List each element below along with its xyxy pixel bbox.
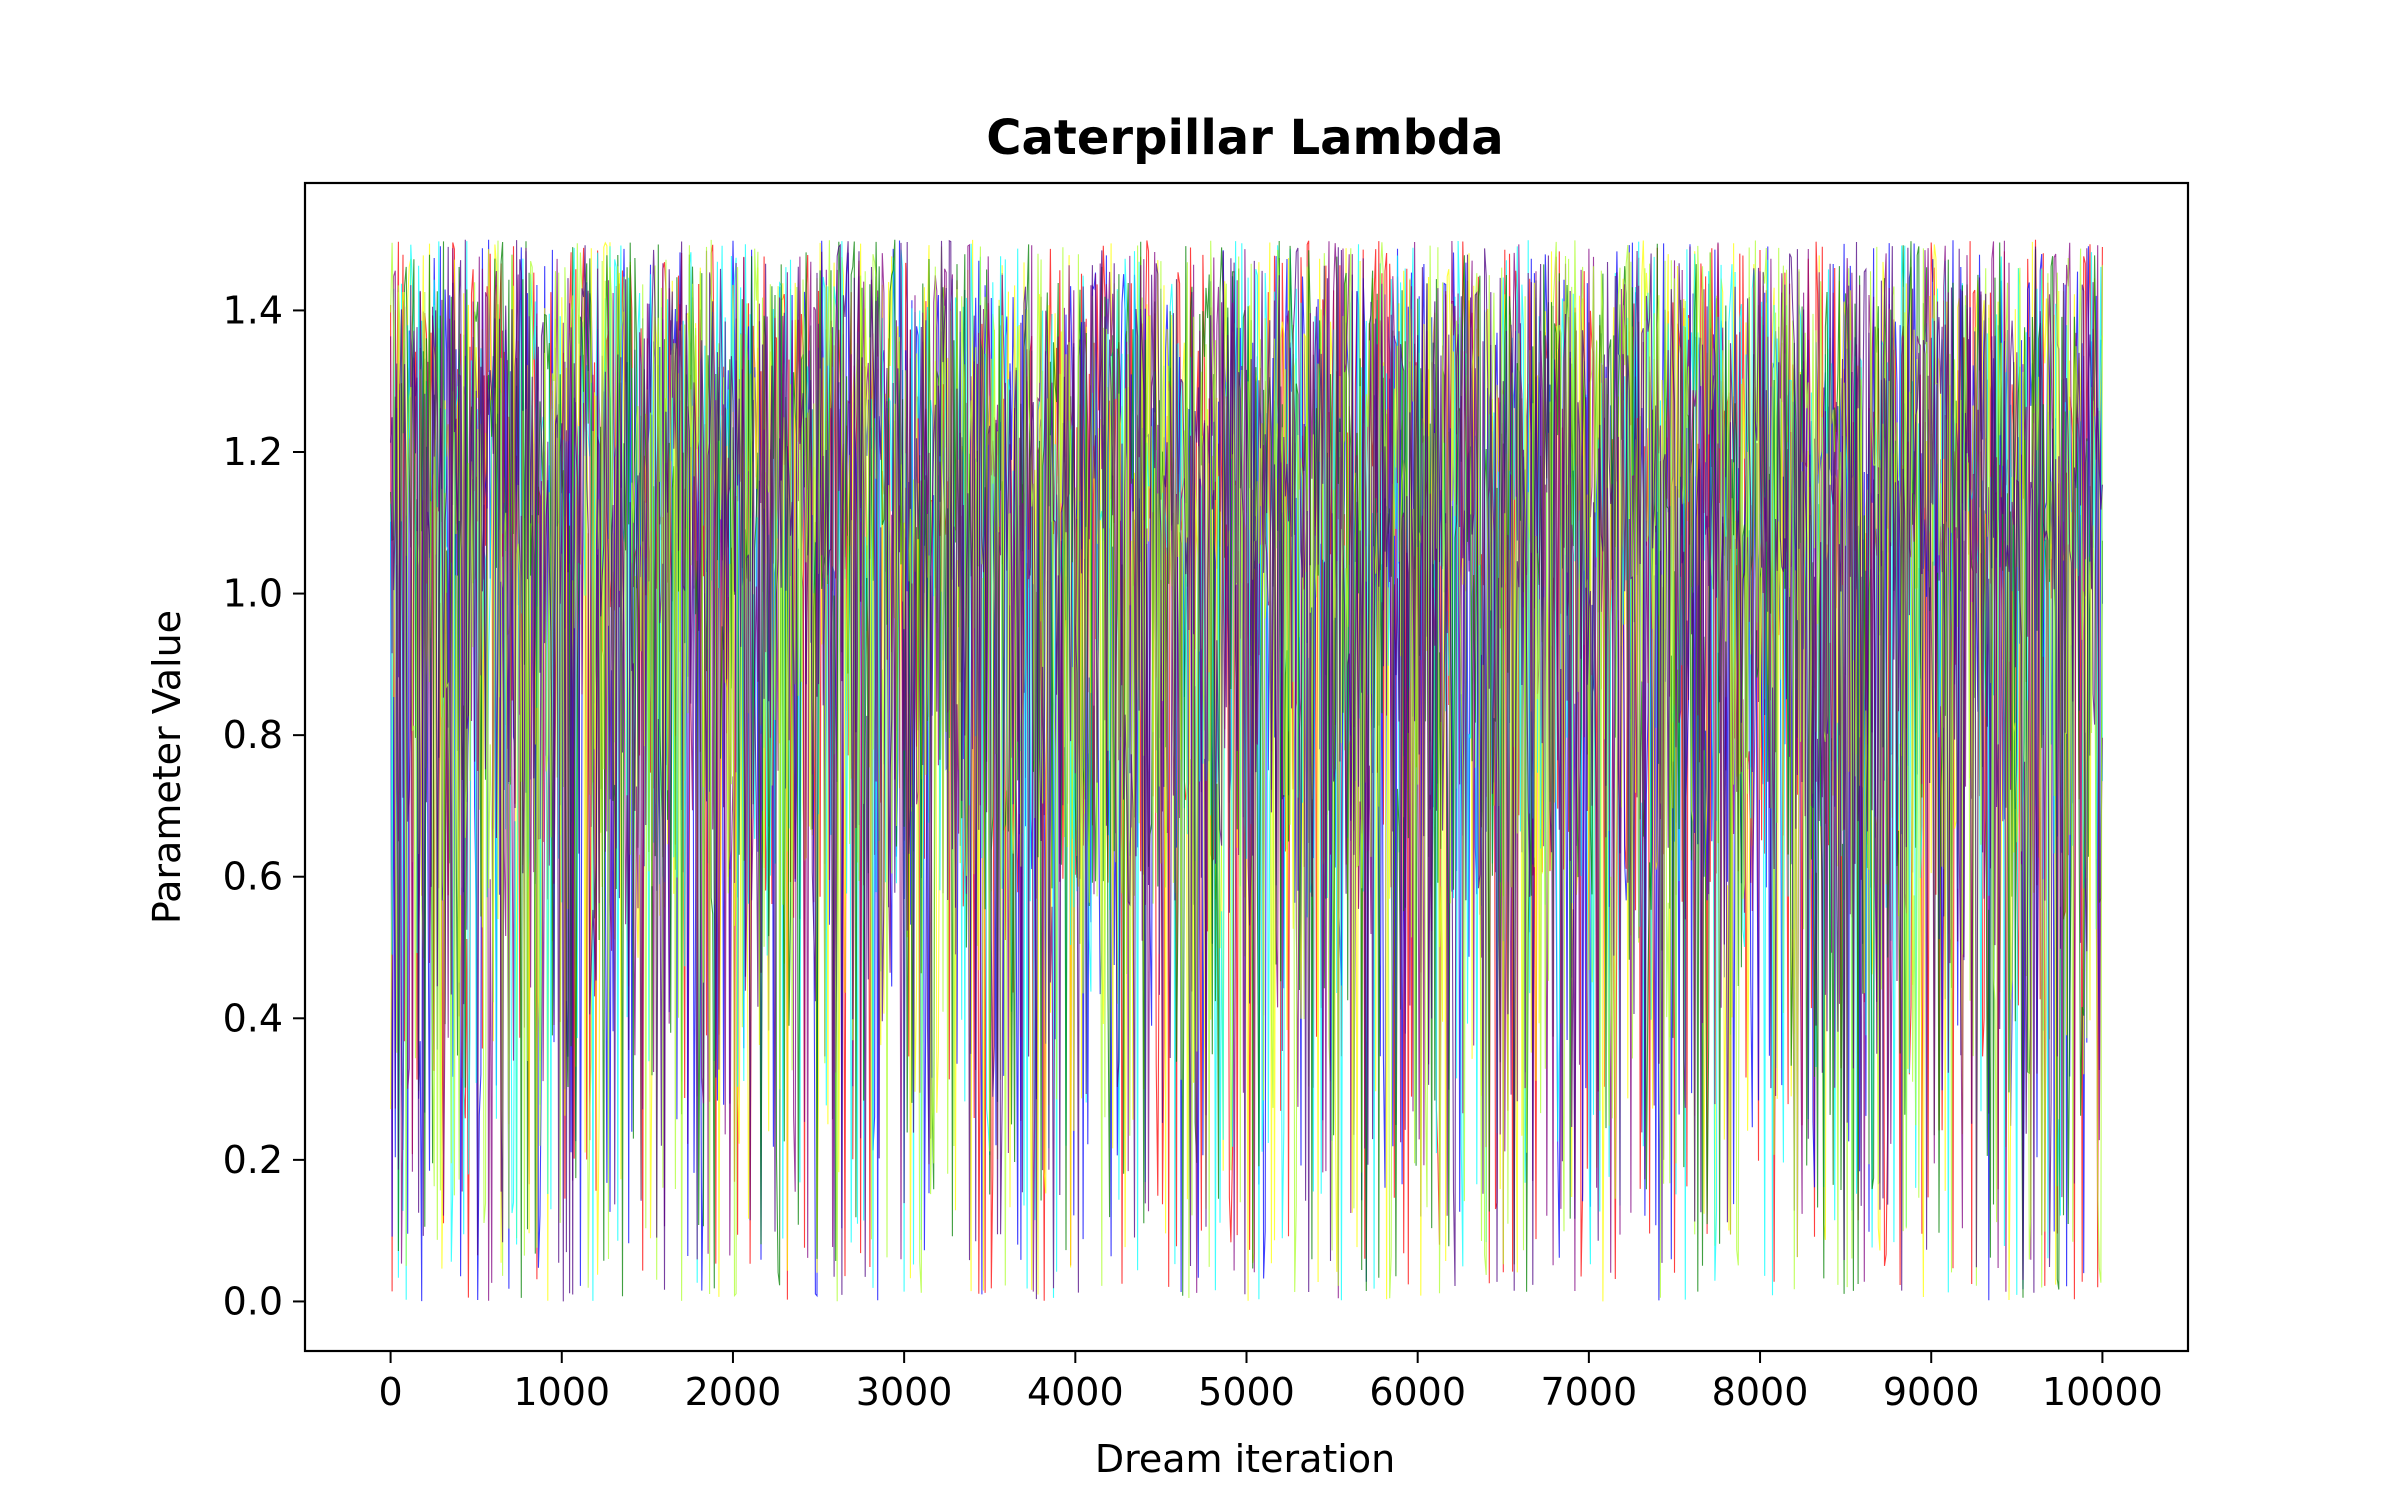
- x-tick-label: 4000: [1027, 1370, 1124, 1414]
- x-axis-label: Dream iteration: [1095, 1437, 1395, 1481]
- x-tick-label: 9000: [1883, 1370, 1980, 1414]
- x-tick-label: 10000: [2042, 1370, 2163, 1414]
- x-axis: 0 1000 2000 3000 4000 5000 6000 7000 8000 9000 100…: [378, 1351, 2163, 1414]
- y-tick-label: 1.2: [223, 430, 283, 474]
- y-tick-label: 0.8: [223, 713, 283, 757]
- x-tick-label: 7000: [1541, 1370, 1638, 1414]
- y-tick-label: 0.6: [223, 855, 283, 899]
- chart-title: Caterpillar Lambda: [986, 110, 1503, 166]
- y-tick-label: 0.2: [223, 1138, 283, 1182]
- x-tick-label: 5000: [1198, 1370, 1295, 1414]
- y-tick-label: 1.4: [223, 288, 283, 332]
- x-tick-label: 6000: [1369, 1370, 1466, 1414]
- x-tick-label: 1000: [513, 1370, 610, 1414]
- data-traces: [390, 239, 2103, 1302]
- x-tick-label: 0: [378, 1370, 402, 1414]
- y-axis: 0.0 0.2 0.4 0.6 0.8 1.0 1.2 1.4: [223, 288, 305, 1323]
- y-tick-label: 0.4: [223, 996, 283, 1040]
- x-tick-label: 8000: [1712, 1370, 1809, 1414]
- x-tick-label: 3000: [856, 1370, 953, 1414]
- x-tick-label: 2000: [685, 1370, 782, 1414]
- y-tick-label: 0.0: [223, 1279, 283, 1323]
- series-trace-line: [390, 239, 2103, 1302]
- y-tick-label: 1.0: [223, 572, 283, 616]
- y-axis-label: Parameter Value: [145, 610, 189, 924]
